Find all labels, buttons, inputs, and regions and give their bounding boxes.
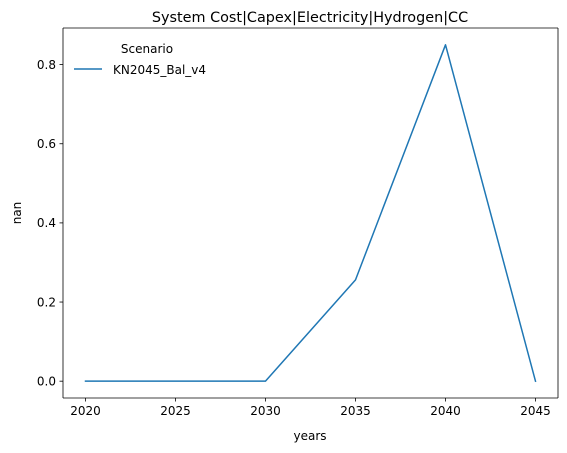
x-tick-label: 2030 (250, 404, 281, 418)
y-tick-label: 0.2 (37, 295, 56, 309)
series-layer (84, 44, 537, 383)
x-tick-label: 2040 (430, 404, 461, 418)
y-tick-label: 0.8 (37, 58, 56, 72)
series-line-0 (84, 44, 537, 383)
y-tick-label: 0.6 (37, 137, 56, 151)
x-tick-label: 2025 (160, 404, 191, 418)
plot-area (63, 28, 558, 398)
x-axis-ticks: 2020 2025 2030 2035 2040 2045 (70, 398, 551, 418)
legend-label-kn2045-bal-v4: KN2045_Bal_v4 (113, 63, 206, 77)
plot-frame (62, 27, 559, 399)
y-tick-label: 0.0 (37, 374, 56, 388)
x-tick-label: 2035 (340, 404, 371, 418)
x-tick-label: 2045 (520, 404, 551, 418)
x-axis-label: years (293, 429, 326, 443)
y-axis-label: nan (10, 202, 24, 225)
legend-title: Scenario (121, 42, 173, 56)
x-tick-label: 2020 (70, 404, 101, 418)
legend: Scenario KN2045_Bal_v4 (74, 42, 206, 77)
y-axis-ticks: 0.0 0.2 0.4 0.6 0.8 (37, 58, 63, 388)
y-tick-label: 0.4 (37, 216, 56, 230)
chart-title: System Cost|Capex|Electricity|Hydrogen|C… (152, 10, 468, 26)
